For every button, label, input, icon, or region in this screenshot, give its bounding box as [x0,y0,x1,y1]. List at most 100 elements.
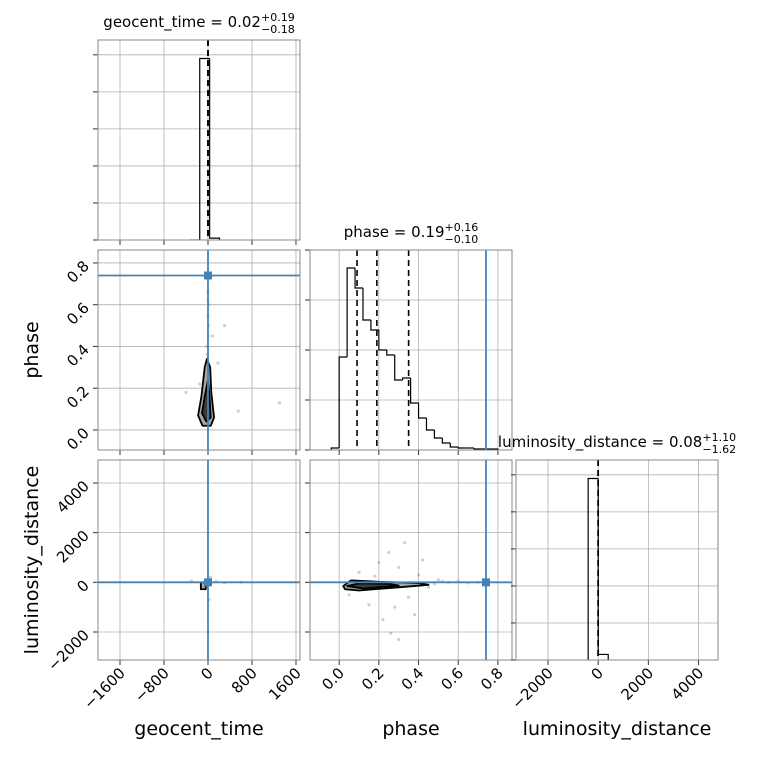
axes-frame [515,459,719,661]
y-tick-label: 0.8 [63,257,93,287]
x-tick-label: 0.6 [437,664,467,694]
x-tick-label: 2000 [617,664,657,704]
x-tick-label: 4000 [668,664,708,704]
title-sub: −0.18 [261,23,295,36]
histogram-step [473,448,483,450]
x-tick-label: 0 [197,664,216,683]
histogram-step [449,443,459,448]
axes-frame [309,459,513,661]
y-tick-label: 0.6 [63,299,93,329]
histogram-step [362,288,371,321]
x-tick-label: 1600 [265,664,305,704]
axes-frame [97,459,301,661]
panel-title: luminosity_distance = 0.08+1.10 −1.62 [498,431,736,456]
sample-point [416,573,421,577]
sample-point [377,560,381,565]
x-tick-label: 0.2 [358,664,388,694]
title-sup: +1.10 [702,431,736,444]
y-tick-label: 2000 [53,527,93,567]
sample-point [426,585,431,589]
panel: phase = 0.19+0.16 −0.10 [305,221,513,455]
x-axis-label: phase [382,718,439,740]
histogram-step [199,57,210,240]
sample-point [357,570,361,574]
histogram-step [346,267,356,357]
plot-area [310,250,512,450]
histogram-step [433,430,443,439]
sample-point [209,575,213,579]
sample-point [381,617,385,622]
y-tick-label: −2000 [44,626,93,675]
histogram-step [597,478,609,660]
y-tick-label: 0.4 [63,341,93,371]
sample-point [222,323,227,328]
panel-title: phase = 0.19+0.16 −0.10 [344,221,479,246]
histogram-step [417,403,427,419]
histogram-step [457,447,467,449]
x-tick-label: −2000 [508,664,557,713]
title-main: phase = 0.19 [344,223,445,241]
sample-point [397,637,401,642]
histogram-step [402,377,411,380]
plot-area [310,460,512,660]
sample-point [216,361,220,365]
sample-point [407,595,411,599]
sample-point [436,578,440,582]
plot-area [98,250,300,450]
x-axis-label: geocent_time [134,718,263,740]
histogram-step [425,418,435,431]
contour [346,582,400,590]
y-tick-label: 0.0 [63,424,93,454]
plot-area [516,460,718,660]
x-tick-label: 800 [228,664,261,697]
sample-point [184,390,188,394]
histogram-step [441,438,451,444]
histogram-step [330,447,340,450]
histogram-step [378,330,387,351]
title-sup: +0.19 [261,11,295,24]
sample-point [277,401,282,405]
histogram-step [209,58,221,240]
panel-title: geocent_time = 0.02+0.19 −0.18 [103,11,294,36]
title-sub: −0.10 [445,233,479,246]
axes-frame [309,249,513,451]
x-tick-label: 0 [588,664,607,683]
x-tick-label: 0.4 [398,664,428,694]
x-tick-label: −800 [131,664,173,706]
sample-point [373,574,377,578]
sample-point [389,631,393,635]
histogram-step [587,477,599,660]
histogram-step [410,378,419,404]
panel: geocent_time = 0.02+0.19 −0.18 [93,11,301,245]
y-axis-label: phase [21,321,43,378]
y-tick-label: 0 [73,576,92,595]
sample-point [198,382,202,386]
truth-marker [203,271,212,280]
histogram-step [394,355,403,381]
x-axis-label: luminosity_distance [523,718,712,740]
sample-point [412,613,417,617]
sample-point [367,603,371,607]
sample-point [210,334,214,338]
panel: 0.0 0.2 0.4 0.6 0.8 phase [21,249,301,455]
panel: 0.0 0.2 0.4 0.6 0.8 phase [305,459,513,740]
x-tick-label: −1600 [80,664,129,713]
title-sub: −1.62 [702,443,736,456]
panel: −1600 −800 0 800 1600 −2000 0 2000 4000 geocent_t… [21,459,305,740]
sample-point [347,593,351,597]
histogram-step [338,356,348,448]
y-tick-label: 0.2 [63,382,93,412]
y-tick-label: 4000 [53,477,93,517]
histogram-step [386,350,395,356]
x-tick-label: 0.0 [318,664,348,694]
sample-point [397,565,401,570]
y-axis-label: luminosity_distance [21,466,43,655]
sample-point [403,540,407,545]
title-sup: +0.16 [445,221,479,234]
truth-marker [203,578,212,587]
sample-point [393,605,397,609]
axes-frame [97,39,301,241]
title-main: luminosity_distance = 0.08 [498,433,702,452]
title-main: geocent_time = 0.02 [103,13,261,32]
